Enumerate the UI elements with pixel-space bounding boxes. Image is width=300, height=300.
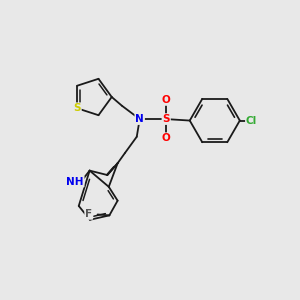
Text: NH: NH: [66, 176, 84, 187]
Text: Cl: Cl: [246, 116, 257, 126]
Text: S: S: [162, 114, 170, 124]
Text: O: O: [162, 133, 171, 143]
Text: S: S: [73, 103, 81, 113]
Text: F: F: [85, 209, 92, 219]
Text: N: N: [135, 114, 144, 124]
Text: O: O: [162, 95, 171, 105]
